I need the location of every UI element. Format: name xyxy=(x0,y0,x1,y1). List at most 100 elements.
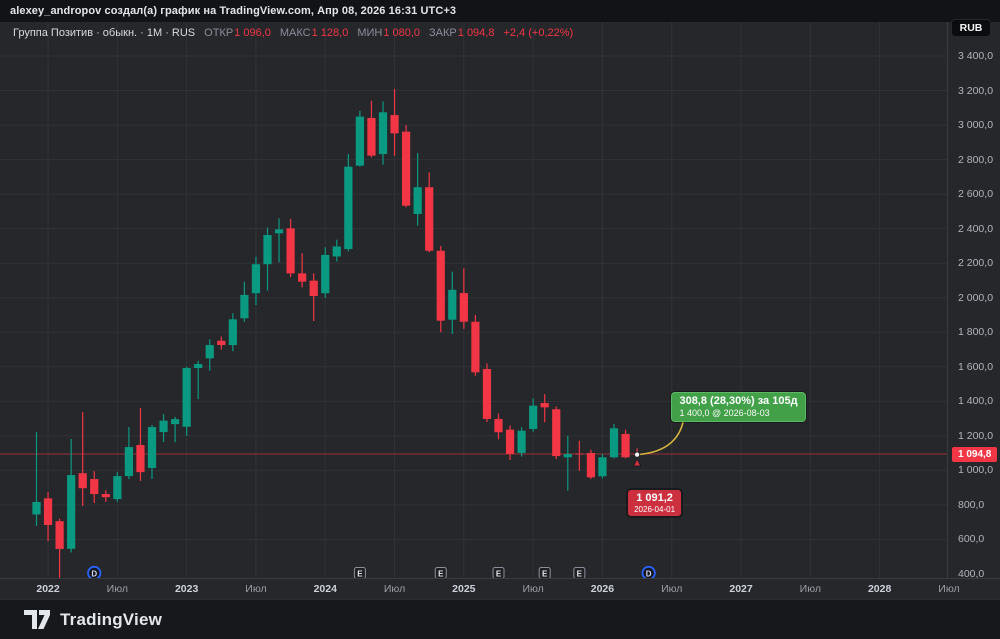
chart-pane[interactable]: E E E E E D D Группа Позитив · обыкн. · 1M · R… xyxy=(0,22,947,578)
candle-2025-06[interactable] xyxy=(517,430,526,453)
candle-2023-03[interactable] xyxy=(205,345,214,359)
earnings-marker-icon[interactable] xyxy=(538,567,551,579)
candle-2023-05[interactable] xyxy=(228,319,237,346)
source-date-text: 2026-04-01 xyxy=(634,504,676,514)
time-axis[interactable]: 2022 Июл 2023 Июл 2024 Июл 2025 Июл 2026 Июл 2027 И… xyxy=(0,578,1000,600)
candle-2025-01[interactable] xyxy=(459,293,468,322)
time-tick-label: 2023 xyxy=(174,583,199,595)
dividend-marker-icon[interactable] xyxy=(641,565,656,578)
candle-2022-06[interactable] xyxy=(101,494,110,498)
candle-2025-08[interactable] xyxy=(540,403,549,408)
candle-2025-09[interactable] xyxy=(552,409,561,457)
candle-2024-01[interactable] xyxy=(321,254,330,294)
time-tick-label: 2022 xyxy=(36,583,60,595)
dividend-marker-icon[interactable] xyxy=(87,565,102,578)
candle-2026-02[interactable] xyxy=(609,428,619,458)
candle-2023-07[interactable] xyxy=(251,264,261,294)
source-callout-pointer xyxy=(632,457,642,467)
projection-source-callout[interactable]: 1 091,2 2026-04-01 xyxy=(627,488,683,517)
price-tick-label: 3 000,0 xyxy=(958,119,994,132)
candle-2025-11[interactable] xyxy=(575,453,584,455)
candle-2025-04[interactable] xyxy=(494,418,503,433)
earnings-marker-letter: E xyxy=(577,570,583,579)
currency-button[interactable]: RUB xyxy=(951,19,991,37)
legend-open: ОТКР1 096,0 xyxy=(204,27,271,39)
price-tick-label: 400,0 xyxy=(958,568,985,580)
candle-2022-05[interactable] xyxy=(90,479,99,495)
time-tick-label: Июл xyxy=(522,583,544,595)
candle-2021-12[interactable] xyxy=(32,501,41,515)
candle-2024-03[interactable] xyxy=(344,166,353,250)
price-tick-label: 1 800,0 xyxy=(958,326,994,339)
candle-2022-04[interactable] xyxy=(78,473,87,489)
legend-high: МАКС1 128,0 xyxy=(279,27,349,39)
earnings-marker-icon[interactable] xyxy=(573,567,586,579)
time-tick-label: Июл xyxy=(383,583,406,595)
candle-2024-02[interactable] xyxy=(332,246,341,257)
tradingview-logo-icon[interactable] xyxy=(24,609,51,630)
time-tick-label: 2026 xyxy=(590,583,615,595)
candle-2024-04[interactable] xyxy=(355,116,364,166)
candle-2022-03[interactable] xyxy=(67,475,76,549)
candle-2022-09[interactable] xyxy=(136,445,145,473)
candle-2024-05[interactable] xyxy=(367,117,376,156)
candle-2024-12[interactable] xyxy=(448,289,457,320)
tradingview-wordmark[interactable]: TradingView xyxy=(60,609,163,629)
price-tick-label: 1 600,0 xyxy=(958,360,994,373)
dividend-marker-letter: D xyxy=(646,569,652,578)
candle-2023-06[interactable] xyxy=(240,294,249,319)
time-tick-label: Июл xyxy=(938,583,960,595)
candle-2024-07[interactable] xyxy=(390,115,399,134)
candle-2024-08[interactable] xyxy=(402,131,411,206)
candle-2022-07[interactable] xyxy=(113,476,122,500)
candle-2022-12[interactable] xyxy=(171,419,180,425)
earnings-marker-icon[interactable] xyxy=(492,567,505,579)
candle-2024-10[interactable] xyxy=(425,187,434,251)
projection-start-dot[interactable] xyxy=(634,451,641,458)
earnings-marker-icon[interactable] xyxy=(434,567,447,579)
candle-2025-03[interactable] xyxy=(482,369,492,419)
candle-2023-02[interactable] xyxy=(194,364,203,369)
candle-2022-02[interactable] xyxy=(55,521,64,549)
price-tick-label: 3 200,0 xyxy=(958,84,994,97)
candle-2023-08[interactable] xyxy=(263,235,272,265)
candle-2023-10[interactable] xyxy=(286,228,295,274)
candle-2025-07[interactable] xyxy=(529,405,538,429)
price-axis[interactable]: 1 094,8 3 400,0 3 200,0 3 000,0 2 800,0 2 60… xyxy=(947,22,1000,580)
dividend-marker-letter: D xyxy=(91,569,97,578)
price-tick-label: 800,0 xyxy=(958,498,985,511)
candle-2025-12[interactable] xyxy=(586,452,595,478)
price-tick-label: 1 200,0 xyxy=(958,429,994,442)
symbol-legend[interactable]: Группа Позитив · обыкн. · 1M · RUS ОТКР1… xyxy=(13,27,573,39)
symbol-title[interactable]: Группа Позитив · обыкн. · 1M · RUS xyxy=(13,27,196,39)
time-tick-label: Июл xyxy=(799,583,822,595)
candle-2025-02[interactable] xyxy=(471,321,480,373)
candle-2024-09[interactable] xyxy=(413,187,422,214)
candle-2024-06[interactable] xyxy=(378,112,388,155)
candle-2026-03[interactable] xyxy=(621,433,630,458)
footer-bar: TradingView xyxy=(0,600,1000,639)
attribution-text: alexey_andropov создал(а) график на Trad… xyxy=(10,5,457,17)
candle-2022-11[interactable] xyxy=(159,420,168,433)
candle-2023-01[interactable] xyxy=(182,368,191,427)
candle-2023-04[interactable] xyxy=(217,340,226,346)
last-price-label: 1 094,8 xyxy=(952,446,997,462)
candle-2023-09[interactable] xyxy=(274,229,284,234)
candle-2023-12[interactable] xyxy=(309,280,318,297)
candle-2024-11[interactable] xyxy=(436,250,445,321)
price-tick-label: 600,0 xyxy=(958,533,985,546)
price-tick-label: 2 400,0 xyxy=(958,222,994,235)
earnings-marker-icon[interactable] xyxy=(353,567,366,579)
candle-2022-10[interactable] xyxy=(147,427,157,468)
price-tick-label: 2 600,0 xyxy=(958,188,994,201)
candle-2025-05[interactable] xyxy=(505,429,515,454)
candle-2025-10[interactable] xyxy=(563,453,572,458)
candle-2022-08[interactable] xyxy=(124,447,133,477)
candle-2026-01[interactable] xyxy=(598,457,607,477)
source-price-text: 1 091,2 xyxy=(636,491,673,504)
candle-2022-01[interactable] xyxy=(43,498,53,525)
price-tick-label: 2 800,0 xyxy=(958,153,994,166)
candlestick-chart[interactable]: E E E E ED D xyxy=(0,22,947,578)
candle-2023-11[interactable] xyxy=(298,273,307,282)
projection-target-callout[interactable]: 308,8 (28,30%) за 105д 1 400,0 @ 2026-08… xyxy=(671,392,806,423)
